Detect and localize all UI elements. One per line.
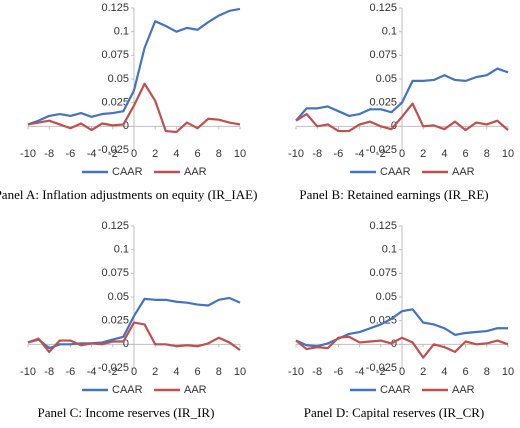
legend-label: CAAR: [112, 384, 143, 396]
series-line: [27, 82, 241, 134]
x-tick-label: -6: [334, 148, 344, 160]
x-tick-label: -10: [288, 366, 304, 378]
y-tick-label: 0: [123, 338, 129, 350]
y-tick-label: 0.025: [101, 97, 129, 109]
series-line: [295, 67, 509, 122]
x-tick-label: -2: [108, 148, 118, 160]
y-tick-label: 0.05: [108, 291, 129, 303]
x-tick-label: -10: [288, 148, 304, 160]
x-tick-label: 4: [441, 366, 447, 378]
x-tick-label: 2: [420, 366, 426, 378]
series-line: [295, 102, 509, 133]
panel-caption: Panel C: Income reserves (IR_IR): [38, 405, 215, 420]
x-tick-label: -6: [66, 366, 76, 378]
panel-caption: Panel A: Inflation adjustments on equity…: [0, 187, 257, 202]
x-tick-label: 10: [234, 366, 246, 378]
y-tick-label: 0.1: [382, 244, 397, 256]
series-line: [295, 335, 509, 359]
panel-caption: Panel D: Capital reserves (IR_CR): [304, 405, 485, 420]
y-tick-label: 0.075: [369, 267, 397, 279]
y-tick-label: 0.125: [101, 2, 129, 14]
y-tick-label: 0.05: [376, 291, 397, 303]
x-tick-label: -6: [66, 148, 76, 160]
x-tick-label: 4: [173, 148, 179, 160]
x-tick-label: -4: [87, 366, 97, 378]
x-tick-label: 2: [152, 366, 158, 378]
x-tick-label: 6: [463, 366, 469, 378]
x-tick-label: 0: [131, 148, 137, 160]
y-tick-label: 0.125: [101, 220, 129, 232]
y-tick-label: 0.025: [369, 97, 397, 109]
y-tick-label: -0.025: [98, 144, 129, 156]
legend-label: CAAR: [380, 384, 411, 396]
y-tick-label: 0.1: [114, 26, 129, 38]
x-tick-label: 2: [420, 148, 426, 160]
series-line: [27, 296, 241, 350]
x-tick-label: -8: [44, 366, 54, 378]
x-tick-label: 0: [399, 366, 405, 378]
y-tick-label: -0.025: [366, 144, 397, 156]
x-tick-label: -10: [20, 366, 36, 378]
x-tick-label: -4: [355, 366, 365, 378]
x-tick-label: 6: [463, 148, 469, 160]
y-tick-label: 0.05: [108, 73, 129, 85]
x-tick-label: -4: [355, 148, 365, 160]
x-tick-label: 4: [441, 148, 447, 160]
x-tick-label: 10: [502, 366, 514, 378]
x-tick-label: -8: [44, 148, 54, 160]
y-tick-label: 0.025: [369, 315, 397, 327]
x-tick-label: 8: [216, 148, 222, 160]
y-tick-label: 0.125: [369, 2, 397, 14]
legend-label: CAAR: [380, 166, 411, 178]
series-line: [27, 321, 241, 354]
y-tick-label: -0.025: [98, 362, 129, 374]
y-tick-label: 0.05: [376, 73, 397, 85]
legend-label: AAR: [452, 166, 475, 178]
y-tick-label: 0: [391, 338, 397, 350]
x-tick-label: 0: [399, 148, 405, 160]
y-tick-label: 0.025: [101, 315, 129, 327]
x-tick-label: -8: [312, 366, 322, 378]
x-tick-label: -10: [20, 148, 36, 160]
y-tick-label: 0.075: [101, 267, 129, 279]
x-tick-label: 8: [484, 148, 490, 160]
x-tick-label: 2: [152, 148, 158, 160]
series-line: [295, 308, 508, 348]
x-tick-label: -4: [87, 148, 97, 160]
x-tick-label: 8: [216, 366, 222, 378]
x-tick-label: 6: [195, 148, 201, 160]
y-tick-label: 0.1: [114, 244, 129, 256]
y-tick-label: 0.075: [369, 49, 397, 61]
x-tick-label: 6: [195, 366, 201, 378]
x-tick-label: -2: [376, 148, 386, 160]
y-tick-label: 0: [123, 120, 129, 132]
x-tick-label: 8: [484, 366, 490, 378]
legend-label: AAR: [452, 384, 475, 396]
x-tick-label: 0: [131, 366, 137, 378]
x-tick-label: -8: [312, 148, 322, 160]
x-tick-label: 10: [234, 148, 246, 160]
x-tick-label: 4: [173, 366, 179, 378]
y-tick-label: -0.025: [366, 362, 397, 374]
legend-label: CAAR: [112, 166, 143, 178]
series-line: [27, 7, 241, 126]
x-tick-label: -2: [376, 366, 386, 378]
x-tick-label: -6: [334, 366, 344, 378]
y-tick-label: 0.075: [101, 49, 129, 61]
x-tick-label: -2: [108, 366, 118, 378]
panel-caption: Panel B: Retained earnings (IR_RE): [299, 187, 488, 202]
y-tick-label: 0.125: [369, 220, 397, 232]
legend-label: AAR: [184, 166, 207, 178]
y-tick-label: 0.1: [382, 26, 397, 38]
legend-label: AAR: [184, 384, 207, 396]
x-tick-label: 10: [502, 148, 514, 160]
